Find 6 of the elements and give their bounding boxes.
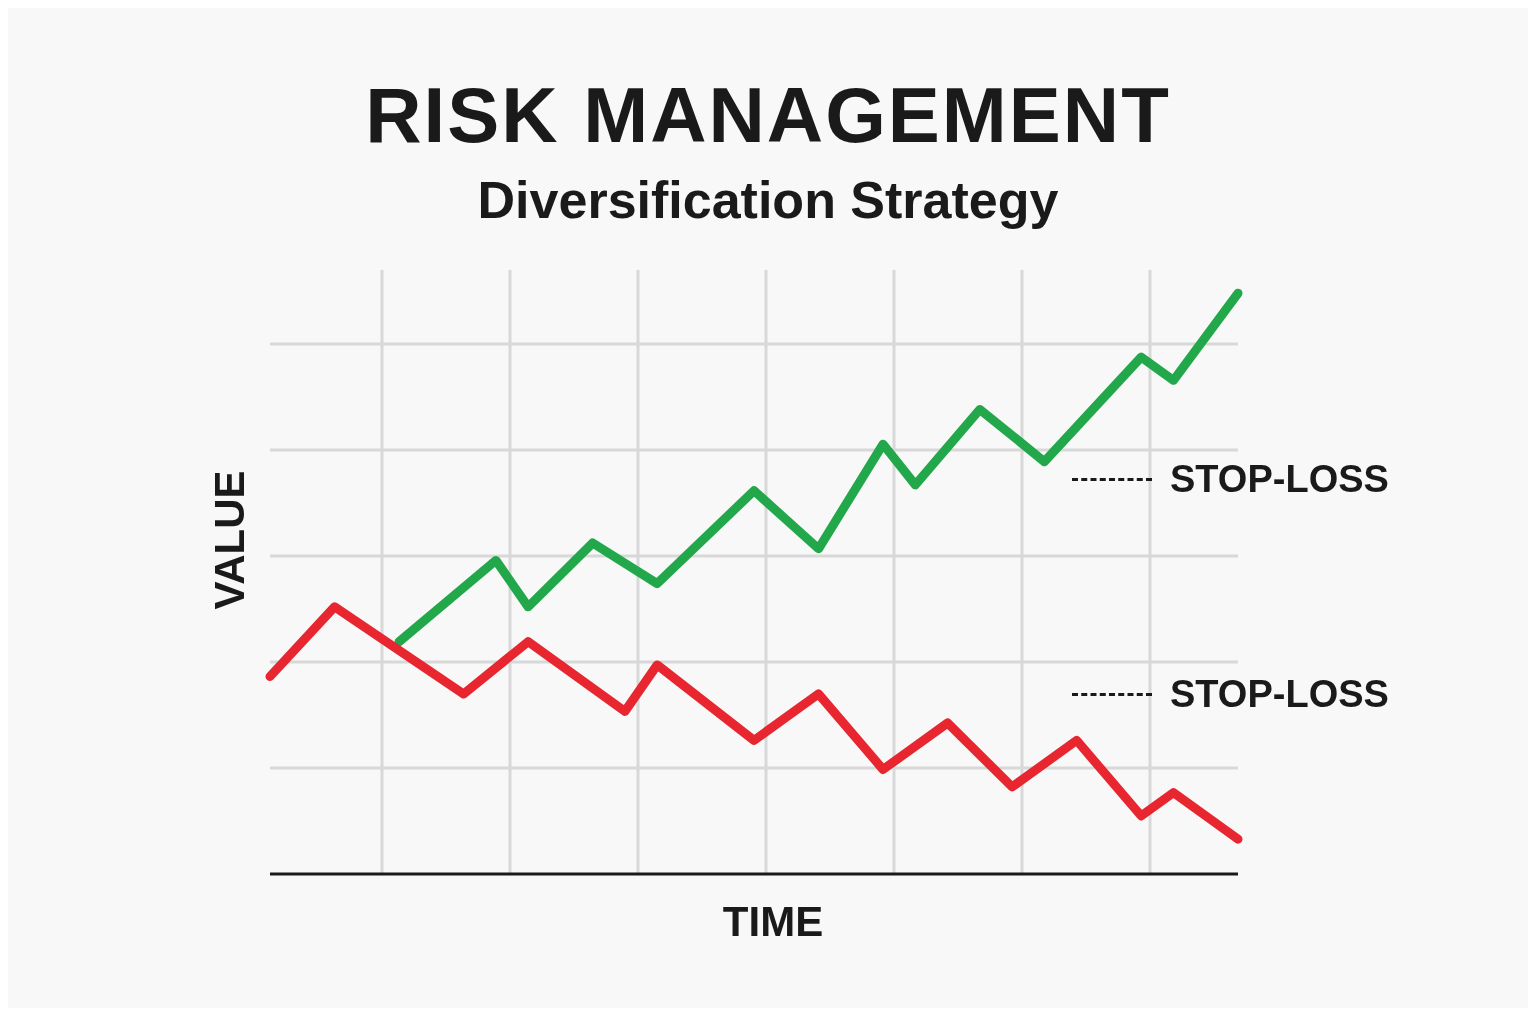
chart-title: RISK MANAGEMENT [364, 70, 1172, 161]
y-axis-title: VALUE [206, 470, 254, 610]
annotation: STOP-LOSS [1170, 673, 1389, 716]
annotation: STOP-LOSS [1170, 458, 1389, 501]
chart-subtitle: Diversification Strategy [476, 170, 1060, 230]
x-axis-title: TIME [722, 898, 824, 946]
